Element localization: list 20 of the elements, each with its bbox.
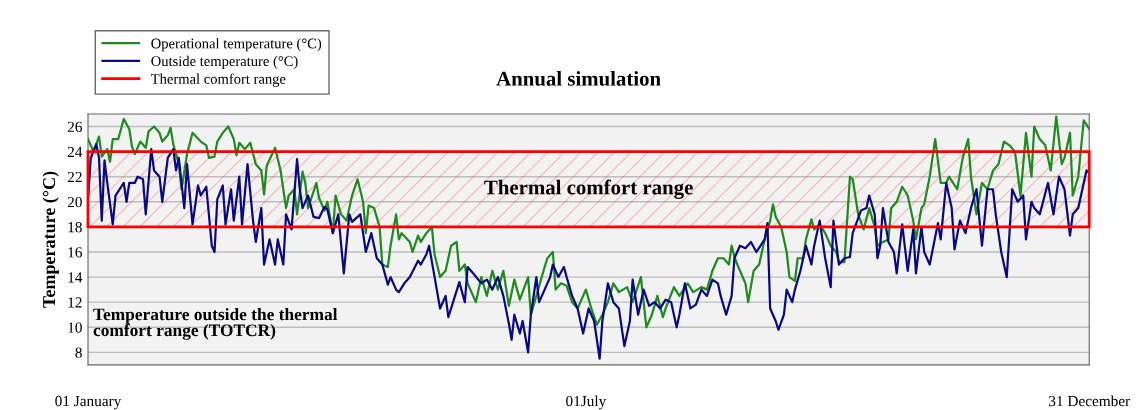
y-tick-label: 12 [68,297,82,308]
y-tick-label: 8 [75,347,82,358]
annotation: Temperature outside the thermal comfort range (TOTCR) [93,308,338,340]
legend-label: Operational temperature (°C) [151,38,322,52]
y-tick-label: 20 [67,196,82,208]
y-tick-label: 18 [68,222,82,233]
band-label: Thermal comfort range [484,179,693,199]
legend-label: Outside temperature (°C) [151,55,298,70]
y-tick-label: 26 [67,121,82,132]
chart-title: Annual simulation [496,71,661,86]
y-tick-label: 10 [68,322,82,333]
y-axis-title: Temperature (°C) [42,171,59,308]
y-tick-label: 16 [68,247,82,258]
text: Thermal comfort range [150,73,286,87]
x-tick-label: 31 December [1049,395,1131,407]
y-tick-label: 14 [68,272,83,283]
y-tick-label: 22 [67,171,82,183]
x-tick-label: 01 January [55,395,122,410]
y-tick-label: 24 [67,146,83,157]
x-tick-label: 01July [566,395,607,410]
